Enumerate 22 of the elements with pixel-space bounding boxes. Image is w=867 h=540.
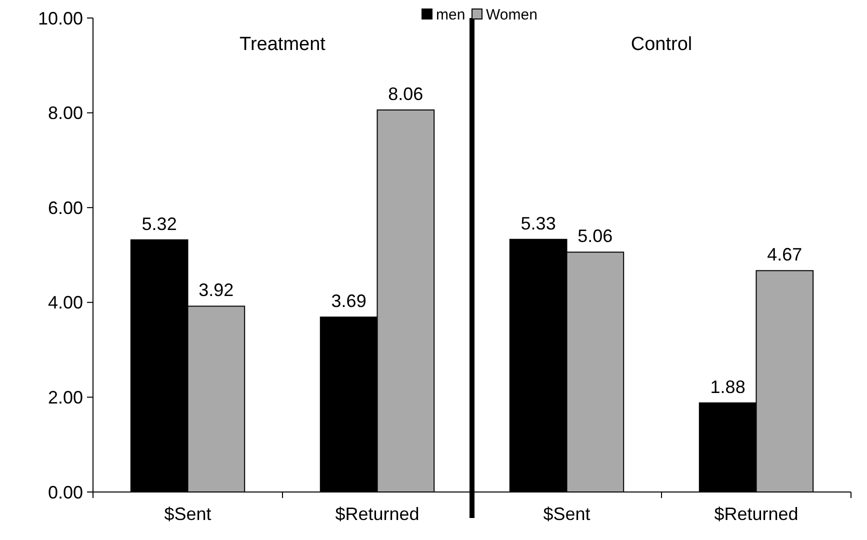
x-tick-label: $Sent	[164, 504, 212, 524]
legend-label: Women	[486, 6, 538, 24]
annotation: Treatment	[240, 34, 326, 55]
data-label: 5.06	[578, 226, 613, 246]
x-tick-label: $Returned	[714, 504, 798, 524]
annotation: Control	[630, 34, 692, 55]
y-tick-label: 6.00	[48, 198, 83, 218]
data-label: 3.69	[331, 291, 366, 312]
y-tick-label: 4.00	[48, 292, 83, 313]
y-tick-label: 8.00	[48, 103, 83, 124]
data-label: 5.33	[520, 213, 556, 234]
x-tick-label: $Sent	[543, 504, 590, 524]
y-tick-label: 2.00	[48, 388, 83, 408]
x-tick-label: $Returned	[335, 504, 420, 524]
data-label: 5.32	[142, 214, 177, 234]
y-tick-label: 10.00	[38, 8, 83, 28]
data-label: 4.67	[767, 244, 802, 265]
legend-label: men	[436, 6, 466, 24]
y-tick-label: 0.00	[48, 482, 83, 502]
data-label: 8.06	[388, 84, 424, 104]
data-label: 1.88	[710, 376, 746, 397]
data-label: 3.92	[198, 280, 234, 300]
